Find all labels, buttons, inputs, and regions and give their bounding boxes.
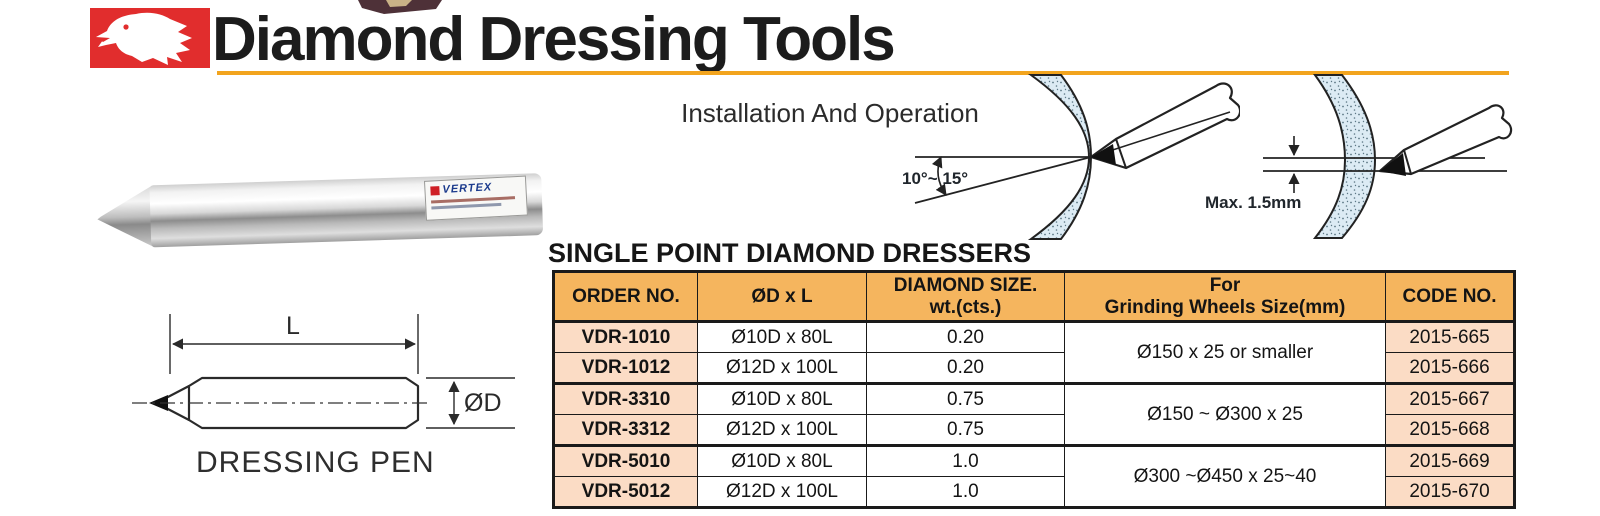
grinding-wheel-shape bbox=[1027, 74, 1093, 240]
title-underline bbox=[217, 71, 1509, 75]
dxl-cell: Ø10D x 80L bbox=[697, 382, 867, 415]
spec-table: ORDER NO. ØD x L DIAMOND SIZE. wt.(cts.) … bbox=[552, 270, 1516, 509]
diamond-tip-shape bbox=[1091, 144, 1116, 165]
table-header-row: ORDER NO. ØD x L DIAMOND SIZE. wt.(cts.) … bbox=[553, 271, 1515, 323]
order-no-cell: VDR-1012 bbox=[553, 352, 698, 384]
wheel-size-cell: Ø300 ~Ø450 x 25~40 bbox=[1064, 444, 1386, 508]
diamond-wt-cell: 0.75 bbox=[866, 414, 1065, 446]
col-header-wheel-size: For Grinding Wheels Size(mm) bbox=[1064, 271, 1386, 323]
order-no-cell: VDR-3312 bbox=[553, 414, 698, 446]
page-title: Diamond Dressing Tools bbox=[212, 5, 896, 74]
eagle-icon bbox=[90, 8, 210, 68]
dxl-cell: Ø10D x 80L bbox=[697, 444, 867, 477]
dxl-cell: Ø10D x 80L bbox=[697, 321, 867, 353]
label-fine-print-line bbox=[431, 202, 502, 210]
diamond-wt-cell: 1.0 bbox=[866, 444, 1065, 477]
col-header-dxl: ØD x L bbox=[697, 271, 867, 323]
order-no-cell: VDR-5012 bbox=[553, 476, 698, 508]
wheel-size-cell: Ø150 x 25 or smaller bbox=[1064, 321, 1386, 384]
code-no-cell: 2015-670 bbox=[1385, 476, 1515, 508]
table-row: VDR-3310 Ø10D x 80L 0.75 Ø150 ~ Ø300 x 2… bbox=[553, 382, 1515, 446]
section-heading: SINGLE POINT DIAMOND DRESSERS bbox=[548, 238, 1032, 268]
angle-label: 10°~ 15° bbox=[902, 169, 968, 188]
table-row: VDR-5012 Ø12D x 100L 1.0 2015-670 bbox=[553, 476, 1515, 508]
pen-brand-label: VERTEX bbox=[423, 175, 528, 221]
table-row: VDR-3312 Ø12D x 100L 0.75 2015-668 bbox=[553, 414, 1515, 446]
drawing-caption: DRESSING PEN bbox=[196, 446, 435, 479]
dresser-body-shape bbox=[1089, 82, 1240, 170]
dressing-pen-drawing: L ØD DRESSING PEN bbox=[132, 312, 515, 479]
installation-heading: Installation And Operation bbox=[681, 98, 979, 128]
order-no-cell: VDR-3310 bbox=[553, 382, 698, 415]
pen-tip bbox=[96, 185, 154, 249]
dxl-cell: Ø12D x 100L bbox=[697, 352, 867, 384]
table-row: VDR-1010 Ø10D x 80L 0.20 Ø150 x 25 or sm… bbox=[553, 321, 1515, 384]
diamond-wt-cell: 0.20 bbox=[866, 352, 1065, 384]
dxl-cell: Ø12D x 100L bbox=[697, 476, 867, 508]
code-no-cell: 2015-666 bbox=[1385, 352, 1515, 384]
diamond-wt-cell: 0.20 bbox=[866, 321, 1065, 353]
vertex-brand-text: VERTEX bbox=[442, 181, 493, 196]
diamond-wt-cell: 0.75 bbox=[866, 382, 1065, 415]
table-row: VDR-5010 Ø10D x 80L 1.0 Ø300 ~Ø450 x 25~… bbox=[553, 444, 1515, 508]
diamond-tip-shape bbox=[149, 395, 168, 411]
cropped-product-image bbox=[350, 0, 445, 14]
grinding-wheel-shape bbox=[1312, 74, 1377, 239]
length-dim-label: L bbox=[286, 312, 300, 340]
wheel-size-cell: Ø150 ~ Ø300 x 25 bbox=[1064, 382, 1386, 446]
diamond-tip-shape bbox=[1380, 153, 1406, 176]
dressing-pen-photo: VERTEX bbox=[95, 156, 550, 248]
col-header-diamond-size: DIAMOND SIZE. wt.(cts.) bbox=[866, 271, 1065, 323]
col-header-order-no: ORDER NO. bbox=[553, 271, 698, 323]
code-no-cell: 2015-667 bbox=[1385, 382, 1515, 415]
code-no-cell: 2015-668 bbox=[1385, 414, 1515, 446]
dxl-cell: Ø12D x 100L bbox=[697, 414, 867, 446]
depth-label: Max. 1.5mm bbox=[1205, 193, 1301, 212]
col-header-code-no: CODE NO. bbox=[1385, 271, 1515, 323]
depth-diagram: Max. 1.5mm bbox=[1205, 74, 1513, 239]
angle-diagram: 10°~ 15° bbox=[902, 74, 1240, 240]
diamond-wt-cell: 1.0 bbox=[866, 476, 1065, 508]
code-no-cell: 2015-669 bbox=[1385, 444, 1515, 477]
code-no-cell: 2015-665 bbox=[1385, 321, 1515, 353]
order-no-cell: VDR-5010 bbox=[553, 444, 698, 477]
diameter-dim-label: ØD bbox=[464, 389, 502, 417]
label-fine-print-line bbox=[431, 196, 516, 204]
vertex-mark-icon bbox=[430, 185, 440, 196]
order-no-cell: VDR-1010 bbox=[553, 321, 698, 353]
vertex-eagle-logo bbox=[90, 8, 210, 68]
dresser-body-shape bbox=[1378, 104, 1513, 176]
